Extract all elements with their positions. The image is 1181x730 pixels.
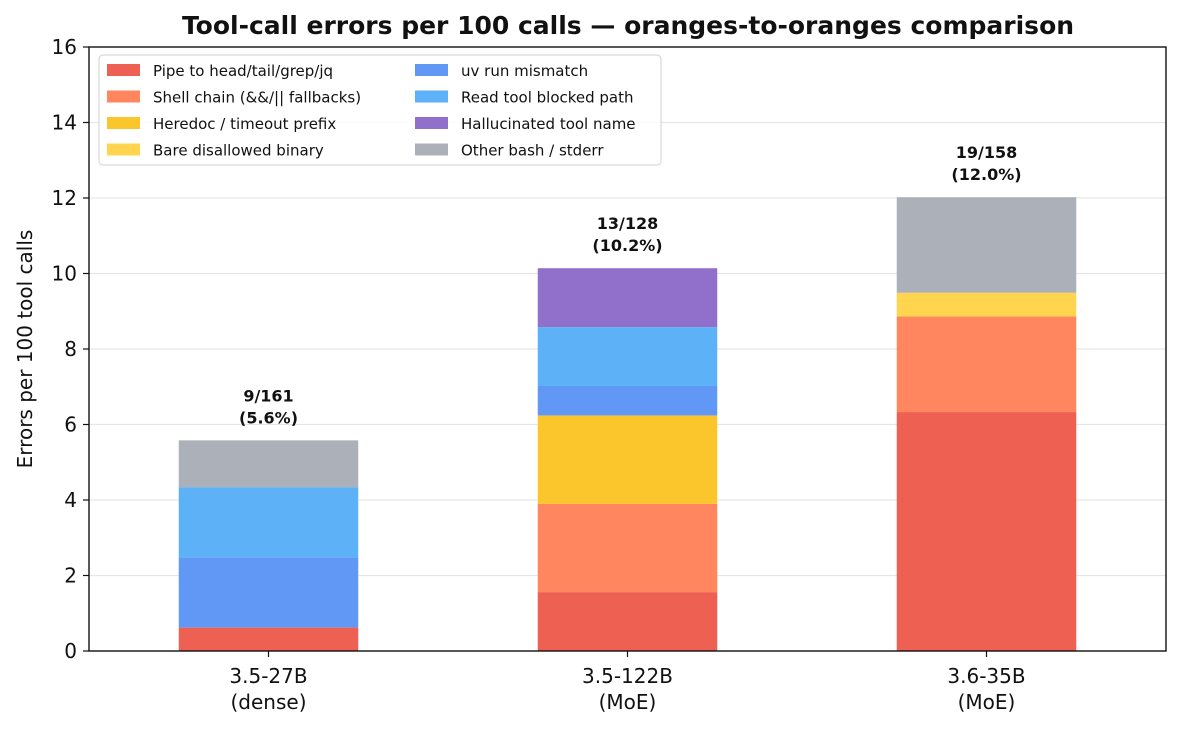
bar-segment-7-category-2 bbox=[537, 268, 718, 328]
bar-segment-5-category-2 bbox=[537, 385, 718, 416]
bar-segment-1-category-1 bbox=[178, 627, 359, 651]
legend-label: Bare disallowed binary bbox=[153, 142, 324, 160]
y-tick-label: 12 bbox=[52, 186, 77, 210]
total-label-percent: (10.2%) bbox=[592, 236, 662, 255]
bar-segment-3-category-2 bbox=[537, 415, 718, 504]
bar-segment-1-category-3 bbox=[896, 412, 1077, 651]
x-tick-label-line2: (dense) bbox=[230, 690, 306, 714]
legend-box bbox=[98, 54, 662, 166]
x-tick-label-line1: 3.6-35B bbox=[947, 664, 1025, 688]
x-axis-ticks: 3.5-27B(dense)3.5-122B(MoE)3.6-35B(MoE) bbox=[229, 651, 1026, 714]
total-labels: 9/161 (5.6%) 13/128 (10.2%) 19/158 (12.0%) bbox=[239, 143, 1022, 427]
total-label-percent: (5.6%) bbox=[239, 408, 298, 427]
legend-swatch bbox=[415, 117, 448, 129]
legend: Pipe to head/tail/grep/jq Shell chain (&&… bbox=[98, 54, 662, 166]
legend-swatch bbox=[107, 64, 140, 76]
legend-swatch bbox=[107, 143, 140, 156]
x-tick-label-line1: 3.5-122B bbox=[582, 664, 673, 688]
bar-segment-2-category-3 bbox=[896, 316, 1077, 413]
legend-swatch bbox=[107, 90, 140, 103]
total-label-count: 13/128 bbox=[597, 214, 659, 233]
legend-label: uv run mismatch bbox=[461, 62, 588, 80]
y-axis-ticks: 0 2 4 6 8 10 12 14 16 bbox=[52, 35, 89, 663]
legend-swatch bbox=[107, 117, 140, 129]
y-tick-label: 6 bbox=[64, 413, 77, 437]
bar-segment-5-category-1 bbox=[178, 557, 359, 628]
bar-segment-8-category-3 bbox=[896, 197, 1077, 293]
legend-swatch bbox=[415, 143, 448, 156]
legend-swatch bbox=[415, 64, 448, 76]
y-tick-label: 16 bbox=[52, 35, 77, 59]
legend-swatch bbox=[415, 90, 448, 103]
x-tick-label-line1: 3.5-27B bbox=[229, 664, 307, 688]
bar-segment-2-category-2 bbox=[537, 503, 718, 593]
x-tick-label-line2: (MoE) bbox=[599, 690, 657, 714]
y-tick-label: 14 bbox=[52, 111, 77, 135]
bar-segment-4-category-3 bbox=[896, 292, 1077, 317]
total-label-percent: (12.0%) bbox=[951, 165, 1021, 184]
legend-label: Heredoc / timeout prefix bbox=[153, 115, 336, 133]
y-axis-label: Errors per 100 tool calls bbox=[13, 230, 37, 469]
legend-label: Other bash / stderr bbox=[461, 142, 604, 160]
bar-segment-6-category-2 bbox=[537, 327, 718, 386]
bars bbox=[178, 197, 1077, 651]
total-label-count: 19/158 bbox=[956, 143, 1018, 162]
bar-segment-6-category-1 bbox=[178, 487, 359, 558]
y-tick-label: 8 bbox=[64, 337, 77, 361]
chart-title: Tool-call errors per 100 calls — oranges… bbox=[182, 11, 1074, 40]
bar-segment-1-category-2 bbox=[537, 592, 718, 651]
y-tick-label: 0 bbox=[64, 639, 77, 663]
y-tick-label: 2 bbox=[64, 564, 77, 588]
legend-label: Read tool blocked path bbox=[461, 89, 634, 107]
y-tick-label: 4 bbox=[64, 488, 77, 512]
total-label-count: 9/161 bbox=[243, 386, 293, 405]
legend-label: Pipe to head/tail/grep/jq bbox=[153, 62, 333, 80]
bar-segment-8-category-1 bbox=[178, 440, 359, 488]
y-tick-label: 10 bbox=[52, 262, 77, 286]
legend-label: Shell chain (&&/|| fallbacks) bbox=[153, 89, 361, 107]
legend-label: Hallucinated tool name bbox=[461, 115, 636, 133]
x-tick-label-line2: (MoE) bbox=[958, 690, 1016, 714]
